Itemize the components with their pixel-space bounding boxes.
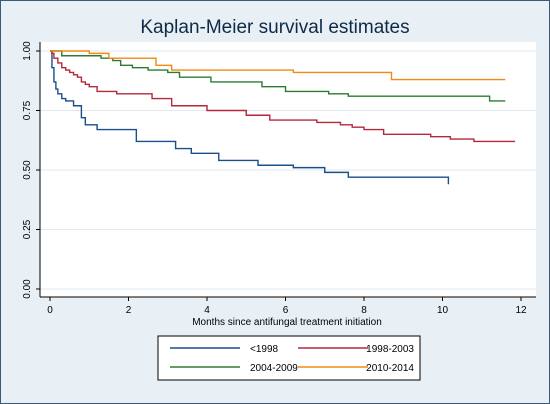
series-line-3	[50, 50, 506, 81]
x-ticks: 0 2 4 6 8 10 12	[47, 297, 527, 316]
legend-box	[157, 335, 421, 381]
legend-label-3: 2010-2014	[366, 363, 414, 374]
x-tick-label: 8	[361, 305, 367, 316]
series-lines	[50, 50, 516, 185]
y-tick-label: 0.00	[22, 279, 33, 299]
legend-label-2: 2004-2009	[250, 363, 298, 374]
grid-lines	[40, 50, 536, 290]
y-ticks: 0.00 0.25 0.50 0.75 1.00	[22, 41, 40, 299]
y-tick-label: 0.25	[22, 219, 33, 239]
y-tick-label: 0.75	[22, 100, 33, 120]
x-tick-label: 6	[283, 305, 289, 316]
x-tick-label: 10	[437, 305, 449, 316]
legend-label-1: 1998-2003	[366, 344, 414, 355]
y-tick-label: 1.00	[22, 41, 33, 61]
x-tick-label: 0	[47, 305, 53, 316]
y-tick-label: 0.50	[22, 160, 33, 180]
series-line-1	[50, 50, 516, 143]
x-tick-label: 12	[515, 305, 527, 316]
x-tick-label: 2	[126, 305, 132, 316]
x-tick-label: 4	[204, 305, 210, 316]
series-line-0	[50, 50, 450, 185]
legend: <1998 1998-2003 2004-2009 2010-2014	[157, 335, 421, 381]
x-axis-label: Months since antifungal treatment initia…	[192, 317, 382, 328]
legend-label-0: <1998	[250, 344, 279, 355]
chart-title: Kaplan-Meier survival estimates	[140, 17, 410, 38]
